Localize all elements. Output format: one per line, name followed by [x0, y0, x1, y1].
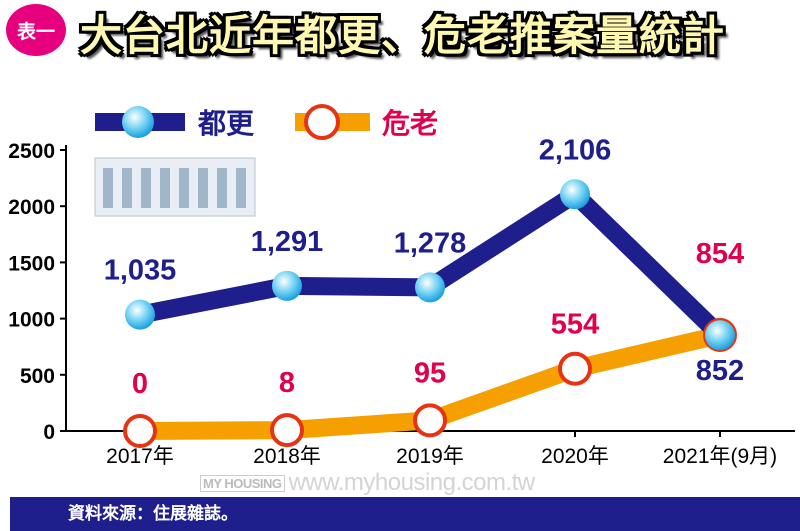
data-point-危老	[558, 351, 592, 386]
building-window	[179, 168, 189, 208]
data-label-都更: 1,035	[104, 255, 177, 287]
y-tick-label: 1500	[8, 252, 55, 275]
building-window	[198, 168, 208, 208]
watermark: MY HOUSING www.myhousing.com.tw	[200, 471, 535, 495]
y-tick-label: 0	[43, 421, 55, 444]
data-point-都更	[272, 270, 302, 301]
building-window	[160, 168, 170, 208]
building-window	[122, 168, 132, 208]
legend-label-危老: 危老	[382, 107, 438, 140]
watermark-url: www.myhousing.com.tw	[288, 469, 536, 496]
y-tick-label: 2000	[8, 196, 55, 219]
data-label-都更: 852	[696, 355, 744, 387]
y-tick-label: 2500	[8, 140, 55, 163]
building-window	[236, 168, 246, 208]
data-point-危老	[413, 403, 447, 438]
legend-marker-危老	[304, 104, 340, 140]
legend-label-都更: 都更	[197, 107, 255, 140]
data-label-危老: 95	[414, 357, 446, 389]
data-label-危老: 0	[132, 368, 148, 400]
y-tick-label: 1000	[8, 309, 55, 332]
x-tick-label: 2017年	[106, 445, 174, 468]
data-label-都更: 2,106	[539, 134, 612, 166]
chart-title: 大台北近年都更、危老推案量統計	[80, 11, 726, 60]
x-tick-label: 2020年	[541, 445, 609, 468]
data-point-都更	[415, 272, 445, 303]
building-window	[217, 168, 227, 208]
data-label-危老: 8	[279, 367, 295, 399]
watermark-logo: MY HOUSING	[200, 475, 285, 493]
title-badge: 表一	[6, 4, 66, 56]
x-tick-label: 2018年	[253, 445, 321, 468]
data-label-危老: 554	[551, 309, 599, 341]
x-tick-label: 2019年	[396, 445, 464, 468]
data-point-危老	[123, 414, 157, 448]
data-label-都更: 1,291	[251, 226, 324, 258]
data-point-危老	[270, 413, 304, 448]
building-illustration	[94, 157, 256, 217]
data-label-危老: 854	[696, 238, 744, 270]
building-window	[141, 168, 151, 208]
data-point-都更	[560, 179, 590, 210]
data-point-都更	[125, 299, 155, 330]
data-label-都更: 1,278	[394, 227, 467, 259]
legend-marker-都更	[122, 106, 154, 138]
source-footer: 資料來源：住展雜誌。	[10, 497, 800, 531]
y-tick-label: 500	[20, 365, 55, 388]
building-window	[103, 168, 113, 208]
data-point-都更	[705, 320, 735, 351]
x-tick-label: 2021年(9月)	[663, 445, 777, 468]
